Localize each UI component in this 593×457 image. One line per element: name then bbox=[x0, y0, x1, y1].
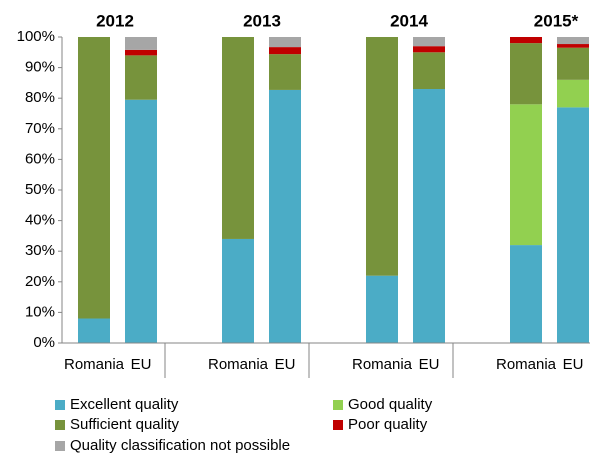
y-tick-label: 50% bbox=[25, 181, 55, 198]
bar-segment bbox=[413, 89, 445, 344]
legend-label: Excellent quality bbox=[70, 396, 179, 413]
bar-segment bbox=[269, 37, 301, 48]
bar-segment bbox=[413, 46, 445, 53]
legend-label: Poor quality bbox=[348, 416, 428, 433]
bar-segment bbox=[413, 52, 445, 90]
x-tick-label: Romania bbox=[64, 356, 125, 373]
bar-segment bbox=[510, 104, 542, 246]
legend-swatch bbox=[333, 420, 343, 430]
x-tick-label: Romania bbox=[496, 356, 557, 373]
y-tick-label: 90% bbox=[25, 59, 55, 76]
bar-segment bbox=[125, 49, 157, 56]
group-label: 2014 bbox=[390, 11, 428, 30]
x-tick-label: EU bbox=[563, 356, 584, 373]
y-tick-label: 30% bbox=[25, 242, 55, 259]
x-tick-label: Romania bbox=[208, 356, 269, 373]
bar-segment bbox=[510, 245, 542, 343]
y-tick-label: 70% bbox=[25, 120, 55, 137]
bar-segment bbox=[125, 99, 157, 343]
x-tick-label: EU bbox=[131, 356, 152, 373]
legend-swatch bbox=[333, 400, 343, 410]
group-label: 2012 bbox=[96, 11, 134, 30]
bar-segment bbox=[557, 44, 589, 48]
legend-swatch bbox=[55, 441, 65, 451]
y-tick-label: 0% bbox=[33, 334, 55, 351]
bar-segment bbox=[125, 37, 157, 50]
legend-swatch bbox=[55, 400, 65, 410]
bar-segment bbox=[366, 37, 398, 276]
bar-segment bbox=[413, 37, 445, 47]
bar-segment bbox=[510, 37, 542, 44]
x-tick-label: EU bbox=[419, 356, 440, 373]
bar-segment bbox=[78, 37, 110, 319]
bar-segment bbox=[269, 89, 301, 343]
y-tick-label: 10% bbox=[25, 303, 55, 320]
x-tick-label: EU bbox=[275, 356, 296, 373]
bar-segment bbox=[557, 37, 589, 45]
bar-segment bbox=[78, 318, 110, 343]
legend-label: Good quality bbox=[348, 396, 433, 413]
legend-label: Quality classification not possible bbox=[70, 437, 290, 454]
bar-segment bbox=[222, 37, 254, 239]
bar-segment bbox=[222, 238, 254, 343]
y-tick-label: 80% bbox=[25, 89, 55, 106]
legend-swatch bbox=[55, 420, 65, 430]
legend-label: Sufficient quality bbox=[70, 416, 179, 433]
bar-segment bbox=[557, 107, 589, 343]
x-tick-label: Romania bbox=[352, 356, 413, 373]
y-tick-label: 20% bbox=[25, 273, 55, 290]
y-tick-label: 40% bbox=[25, 212, 55, 229]
bar-segment bbox=[269, 47, 301, 55]
y-tick-label: 60% bbox=[25, 150, 55, 167]
bar-segment bbox=[557, 79, 589, 108]
y-tick-label: 100% bbox=[17, 28, 55, 45]
bar-segment bbox=[510, 43, 542, 105]
bar-segment bbox=[269, 54, 301, 90]
bar-segment bbox=[557, 47, 589, 80]
bar-segment bbox=[366, 275, 398, 343]
group-label: 2015* bbox=[534, 11, 579, 30]
bar-segment bbox=[125, 55, 157, 100]
group-label: 2013 bbox=[243, 11, 281, 30]
